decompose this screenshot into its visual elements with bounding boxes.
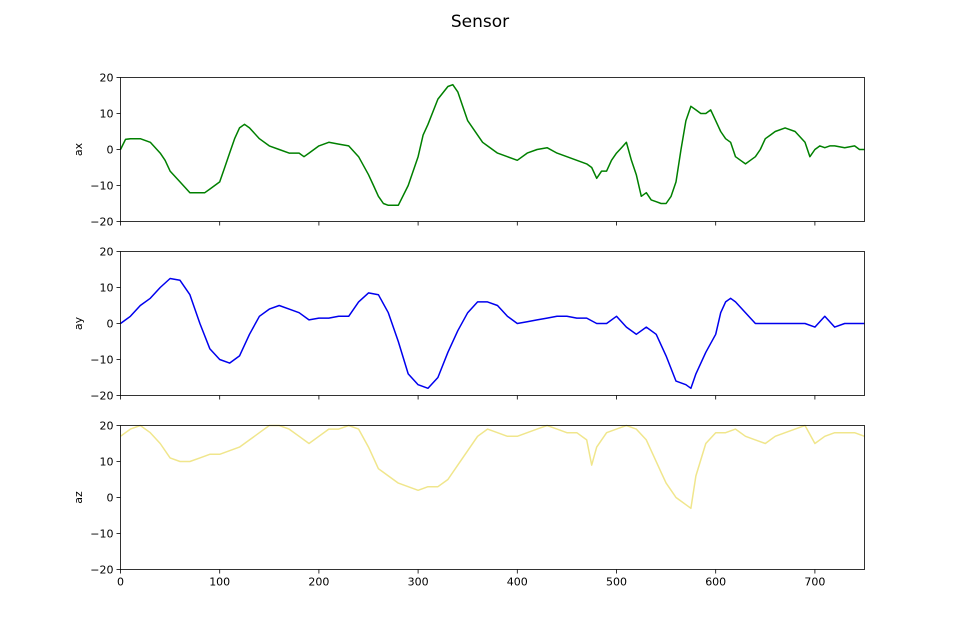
subplot-ay: ay −20 −10 0 10 20: [72, 246, 865, 403]
plot-frame-az: [120, 425, 865, 570]
series-line-ay: [120, 277, 865, 390]
y-tick-label: −20: [90, 390, 113, 403]
y-axis-label-ay: ay: [72, 316, 85, 330]
x-tick-label: 0: [117, 576, 124, 589]
x-tick-label: 200: [308, 576, 329, 589]
x-tick-label: 400: [507, 576, 528, 589]
y-tick-label: 0: [107, 492, 114, 505]
plot-frame-ay: [120, 251, 865, 396]
subplot-ax: ax −20 −10 0 10 20: [72, 72, 865, 229]
y-tick-label: 20: [100, 246, 114, 259]
y-axis-label-az: az: [72, 491, 85, 504]
y-tick-label: 20: [100, 420, 114, 433]
x-tick-label: 100: [209, 576, 230, 589]
y-tick-label: 10: [100, 108, 114, 121]
y-tick-label: −10: [90, 354, 113, 367]
y-tick-label: −20: [90, 564, 113, 577]
y-tick-label: −20: [90, 216, 113, 229]
x-tick-label: 700: [804, 576, 825, 589]
y-tick-label: 0: [107, 318, 114, 331]
y-tick-label: −10: [90, 180, 113, 193]
x-tick-label: 600: [705, 576, 726, 589]
figure-title: Sensor: [451, 12, 509, 32]
y-tick-label: −10: [90, 528, 113, 541]
y-axis-label-ax: ax: [72, 142, 85, 156]
series-line-ax: [119, 83, 865, 207]
series-line-az: [120, 424, 865, 510]
y-tick-label: 0: [107, 144, 114, 157]
x-tick-label: 500: [606, 576, 627, 589]
y-tick-label: 20: [100, 72, 114, 85]
y-tick-label: 10: [100, 282, 114, 295]
y-tick-label: 10: [100, 456, 114, 469]
x-tick-label: 300: [408, 576, 429, 589]
